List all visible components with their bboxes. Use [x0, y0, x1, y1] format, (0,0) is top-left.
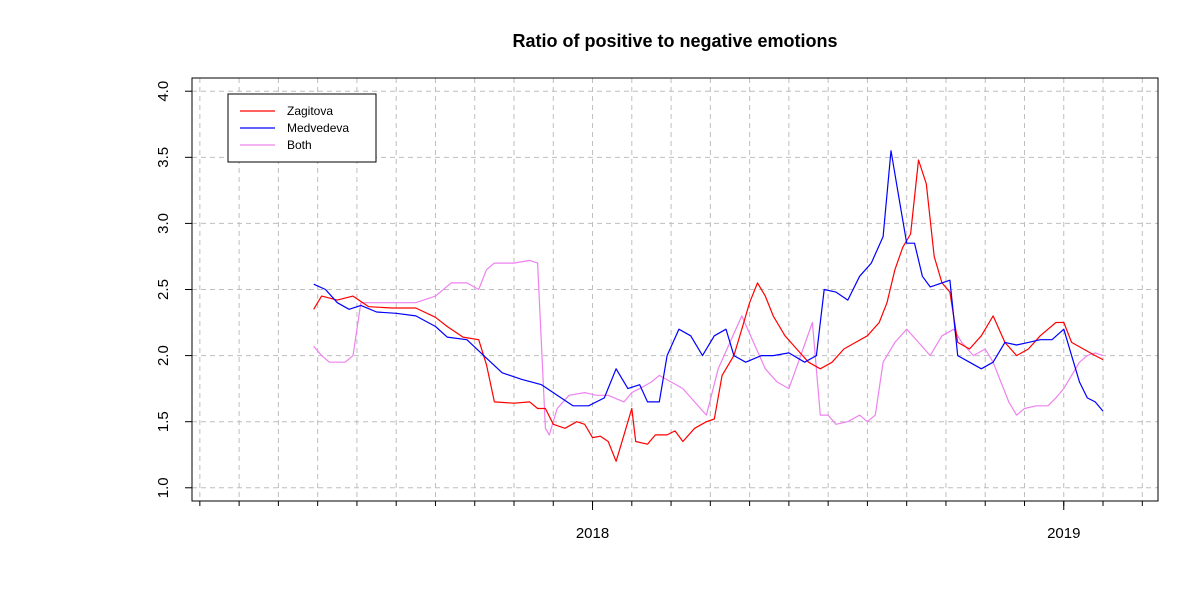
y-tick-label: 3.0: [155, 213, 172, 234]
grid: [192, 78, 1158, 501]
y-tick-label: 4.0: [155, 81, 172, 102]
y-tick-label: 3.5: [155, 147, 172, 168]
legend-label: Both: [287, 138, 312, 152]
x-tick-label: 2018: [576, 525, 609, 542]
legend-label: Zagitova: [287, 104, 333, 118]
y-tick-label: 1.0: [155, 477, 172, 498]
series-line-both: [313, 259, 1104, 436]
legend: Zagitova Medvedeva Both: [227, 93, 377, 163]
series-line-zagitova: [313, 159, 1104, 462]
series-line-medvedeva: [313, 150, 1104, 412]
x-axis: 2018 2019: [199, 501, 1143, 542]
y-axis: 1.0 1.5 2.0 2.5 3.0 3.5 4.0: [155, 81, 192, 498]
y-tick-label: 1.5: [155, 411, 172, 432]
legend-label: Medvedeva: [287, 121, 349, 135]
x-tick-label: 2019: [1047, 525, 1080, 542]
y-tick-label: 2.0: [155, 345, 172, 366]
y-tick-label: 2.5: [155, 279, 172, 300]
chart-title: Ratio of positive to negative emotions: [512, 31, 837, 51]
series-lines: [313, 150, 1104, 462]
